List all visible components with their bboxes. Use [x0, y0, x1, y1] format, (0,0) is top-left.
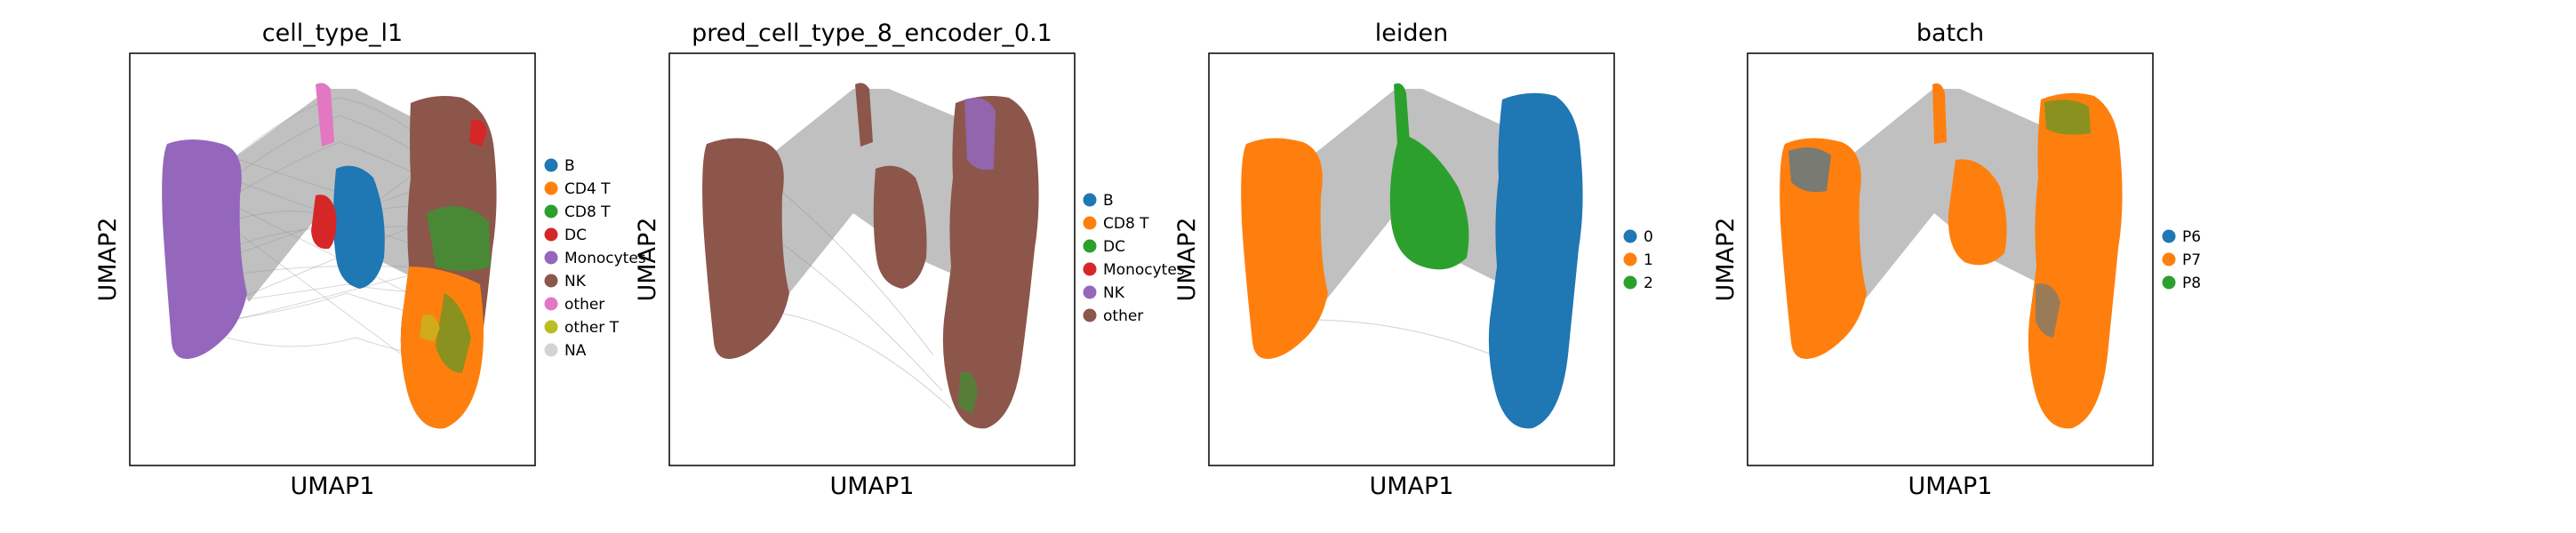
plot-frame [668, 52, 1076, 466]
plot-area [162, 83, 497, 429]
x-axis-label: UMAP1 [830, 473, 915, 500]
y-axis-label: UMAP2 [1173, 218, 1201, 302]
panel-title: pred_cell_type_8_encoder_0.1 [692, 20, 1052, 47]
legend-label: Monocytes [1103, 261, 1185, 279]
panel-leiden: leiden UMAP1 UMAP2 0 1 2 [1173, 20, 1653, 500]
legend-label: CD8 T [1103, 215, 1149, 233]
legend-label: Monocytes [564, 250, 646, 267]
legend: B CD8 T DC Monocytes NK other [1083, 192, 1185, 325]
legend-marker [544, 343, 558, 357]
legend-label: P6 [2182, 228, 2201, 246]
clusters [1241, 83, 1583, 429]
x-axis-label: UMAP1 [1370, 473, 1454, 500]
plot-area [1780, 83, 2123, 429]
plot-frame [1747, 52, 2154, 466]
legend: P6 P7 P8 [2162, 228, 2201, 292]
x-axis-label: UMAP1 [1908, 473, 1993, 500]
legend-marker [2162, 229, 2176, 243]
legend-label: B [564, 157, 575, 175]
legend: 0 1 2 [1623, 228, 1653, 292]
legend-label: CD4 T [564, 180, 611, 198]
legend-label: P8 [2182, 274, 2201, 292]
legend-marker [1623, 275, 1637, 290]
clusters [702, 83, 1039, 429]
legend-marker [544, 251, 558, 265]
legend: B CD4 T CD8 T DC Monocytes NK other other T NA [544, 157, 646, 360]
legend-marker [544, 204, 558, 219]
panel-title: batch [1916, 20, 1984, 47]
legend-marker [1083, 285, 1097, 299]
plot-area [1241, 83, 1583, 429]
legend-marker [1083, 262, 1097, 276]
plot-area [702, 83, 1039, 429]
legend-label: 2 [1644, 274, 1653, 292]
y-axis-label: UMAP2 [634, 218, 661, 302]
legend-label: DC [1103, 238, 1125, 256]
panel-cell-type-l1: cell_type_l1 [94, 20, 646, 500]
legend-marker [1083, 239, 1097, 253]
plot-frame [1208, 52, 1615, 466]
legend-marker [544, 158, 558, 172]
legend-label: NK [1103, 284, 1125, 302]
clusters [1780, 83, 2123, 429]
legend-label: B [1103, 192, 1114, 210]
x-axis-label: UMAP1 [291, 473, 375, 500]
legend-marker [2162, 275, 2176, 290]
legend-label: P7 [2182, 251, 2201, 269]
legend-marker [1083, 216, 1097, 230]
panel-title: cell_type_l1 [262, 20, 403, 47]
legend-marker [544, 297, 558, 311]
panel-batch: batch UMAP1 UMAP2 P6 P7 P8 [1712, 20, 2201, 500]
legend-label: NK [564, 273, 587, 290]
legend-marker [544, 274, 558, 288]
y-axis-label: UMAP2 [94, 218, 122, 302]
legend-marker [1083, 193, 1097, 207]
legend-label: DC [564, 227, 587, 244]
legend-label: NA [564, 342, 587, 360]
legend-marker [1623, 229, 1637, 243]
legend-label: CD8 T [564, 203, 611, 221]
panel-pred-cell-type: pred_cell_type_8_encoder_0.1 UMAP1 UMAP2… [634, 20, 1185, 500]
legend-marker [544, 181, 558, 195]
legend-label: other [564, 296, 604, 314]
legend-label: 1 [1644, 251, 1653, 269]
legend-marker [2162, 252, 2176, 266]
panel-title: leiden [1375, 20, 1448, 47]
legend-label: other [1103, 307, 1143, 325]
legend-marker [544, 227, 558, 242]
clusters [162, 83, 497, 429]
plot-frame [129, 52, 536, 466]
legend-marker [544, 320, 558, 334]
legend-label: other T [564, 319, 620, 337]
legend-label: 0 [1644, 228, 1653, 246]
y-axis-label: UMAP2 [1712, 218, 1740, 302]
legend-marker [1083, 308, 1097, 322]
legend-marker [1623, 252, 1637, 266]
